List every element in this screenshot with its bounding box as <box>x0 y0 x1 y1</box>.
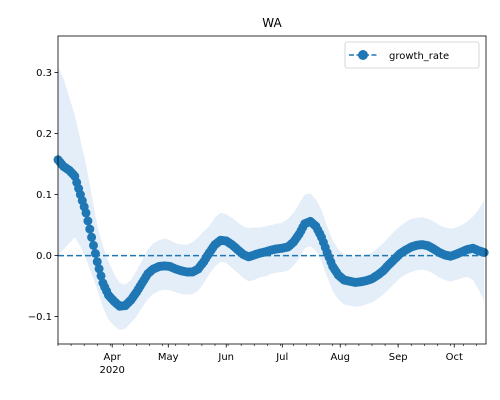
data-point <box>90 249 100 258</box>
x-axis: Apr 2020 May Jun Jul Aug Sep Oct <box>57 344 477 376</box>
data-point <box>81 208 91 218</box>
data-point <box>96 271 106 281</box>
data-point <box>479 248 489 257</box>
legend-box <box>344 41 480 69</box>
y-tick-label: 0.0 <box>36 251 52 262</box>
data-point <box>92 257 102 267</box>
x-tick-label: May <box>158 352 179 363</box>
legend-dot-marker <box>358 50 368 60</box>
data-point <box>85 224 95 234</box>
data-point <box>94 264 104 274</box>
legend-entry-growth-rate: growth_rate <box>389 51 449 62</box>
x-tick-label: Oct <box>446 352 463 363</box>
data-point <box>87 232 97 242</box>
x-tick-label: Apr <box>104 352 122 363</box>
y-axis: −0.1 0.0 0.1 0.2 0.3 <box>28 68 58 323</box>
data-point <box>89 240 98 250</box>
x-tick-label: Jul <box>275 352 288 363</box>
x-tick-label: Jun <box>217 352 234 363</box>
legend: growth_rate <box>344 41 480 69</box>
plot-frame <box>57 35 487 345</box>
x-tick-label: Sep <box>389 352 408 363</box>
series-layer <box>53 155 489 311</box>
y-tick-label: 0.2 <box>36 129 52 140</box>
y-tick-label: 0.1 <box>36 190 52 201</box>
y-tick-label: −0.1 <box>28 312 52 323</box>
x-tick-label: Aug <box>330 352 350 363</box>
y-tick-label: 0.3 <box>36 68 52 79</box>
chart-title: WA <box>262 16 282 30</box>
x-tick-year-label: 2020 <box>99 365 124 376</box>
data-point <box>83 216 93 226</box>
